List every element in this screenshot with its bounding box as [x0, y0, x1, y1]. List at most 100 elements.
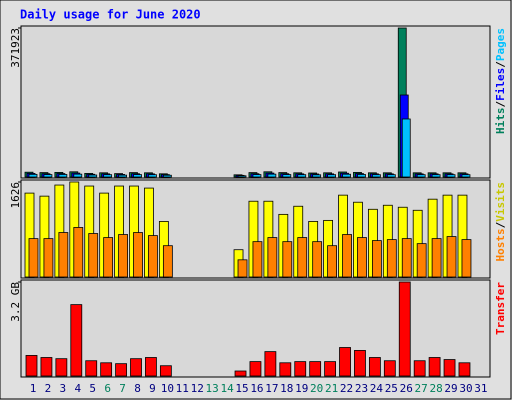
x-tick-label: 6 — [104, 382, 111, 395]
x-tick-label: 30 — [459, 382, 472, 395]
bar — [368, 357, 381, 377]
bar — [28, 173, 38, 178]
bar — [416, 174, 426, 178]
x-tick-label: 21 — [325, 382, 338, 395]
bar — [103, 237, 114, 278]
panel — [20, 279, 491, 378]
bar — [25, 355, 38, 377]
bar — [446, 174, 456, 178]
bar — [88, 174, 98, 178]
bar — [371, 174, 381, 178]
bar — [237, 259, 248, 278]
side-label-part: Hits — [494, 108, 507, 135]
bar — [43, 238, 54, 278]
x-tick-label: 1 — [30, 382, 37, 395]
bar — [386, 174, 396, 178]
chart-title: Daily usage for June 2020 — [20, 8, 201, 22]
bar — [133, 232, 143, 278]
bar — [297, 237, 308, 278]
bar — [70, 304, 83, 377]
bar — [267, 173, 277, 178]
bar — [237, 175, 247, 178]
bar — [85, 360, 98, 377]
bar — [458, 362, 471, 377]
side-label-part: / — [494, 221, 507, 228]
bar — [461, 239, 472, 278]
side-label-part: Visits — [494, 182, 507, 222]
bar — [88, 233, 99, 278]
bar — [309, 361, 322, 377]
bar — [461, 174, 471, 178]
bar — [401, 238, 412, 278]
side-label-part: / — [494, 101, 507, 108]
bar — [58, 174, 68, 178]
x-tick-label: 7 — [119, 382, 126, 395]
bar — [234, 370, 247, 377]
bar — [282, 241, 293, 278]
bar — [162, 174, 172, 178]
x-tick-label: 23 — [355, 382, 368, 395]
x-tick-label: 27 — [415, 382, 428, 395]
x-tick-label: 26 — [400, 382, 413, 395]
side-label-part: Pages — [494, 28, 507, 61]
bar — [40, 357, 53, 377]
x-tick-label: 2 — [45, 382, 52, 395]
side-label-part: Hosts — [494, 228, 507, 261]
bar — [312, 241, 323, 278]
bar — [100, 362, 113, 377]
bar — [252, 241, 263, 278]
bar — [398, 281, 411, 377]
bar — [148, 235, 158, 278]
x-tick-label: 9 — [149, 382, 156, 395]
x-tick-label: 17 — [265, 382, 278, 395]
bar — [118, 234, 128, 278]
bar — [428, 357, 441, 377]
bar — [342, 234, 352, 278]
bar — [73, 173, 83, 178]
bar — [282, 174, 292, 178]
bar — [327, 245, 338, 278]
bar — [312, 174, 322, 178]
bar — [43, 174, 53, 178]
bar — [162, 245, 173, 278]
side-label-part: / — [494, 61, 507, 68]
bar — [279, 362, 292, 377]
bar — [342, 173, 351, 178]
bar — [386, 239, 397, 278]
x-tick-label: 19 — [295, 382, 308, 395]
x-tick-label: 25 — [385, 382, 398, 395]
y-tick-label: 1626 — [9, 182, 22, 209]
x-tick-label: 14 — [220, 382, 234, 395]
bar — [28, 238, 39, 278]
bar — [354, 350, 366, 377]
bar — [327, 174, 337, 178]
bar — [431, 174, 441, 178]
bar — [103, 174, 113, 178]
bar — [371, 240, 382, 278]
bar — [73, 227, 84, 278]
bar — [357, 237, 367, 278]
x-tick-label: 29 — [444, 382, 457, 395]
bar — [401, 118, 411, 178]
bar — [249, 361, 262, 377]
x-tick-label: 13 — [206, 382, 219, 395]
bar — [383, 360, 396, 377]
bar — [130, 358, 142, 377]
bar — [58, 232, 69, 278]
bar — [294, 361, 307, 377]
bar — [145, 357, 157, 377]
bar — [115, 363, 127, 377]
bar — [431, 238, 442, 278]
bar — [252, 174, 262, 178]
side-label: Transfer — [494, 282, 507, 335]
bar — [159, 365, 172, 377]
x-tick-label: 5 — [89, 382, 96, 395]
bar — [148, 174, 157, 178]
bar — [416, 243, 427, 278]
bar — [133, 174, 142, 178]
x-tick-label: 24 — [370, 382, 384, 395]
side-label-part: Transfer — [494, 282, 507, 335]
y-tick-label: 371923 — [9, 28, 22, 68]
x-tick-label: 22 — [340, 382, 353, 395]
x-tick-label: 18 — [280, 382, 293, 395]
